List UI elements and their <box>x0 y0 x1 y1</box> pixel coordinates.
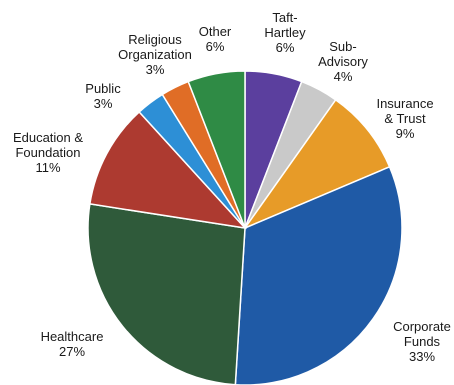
slice-label-healthcare: Healthcare 27% <box>41 329 104 359</box>
pie-slice-other <box>187 70 246 229</box>
slice-label-sub-advisory: Sub-Advisory 4% <box>318 39 368 84</box>
slice-label-religious-organization: Religious Organization 3% <box>118 32 192 77</box>
slice-label-corporate-funds: Corporate Funds 33% <box>393 319 451 364</box>
pie-slice-healthcare <box>87 203 246 385</box>
slice-label-insurance-trust: Insurance & Trust 9% <box>376 96 433 141</box>
slice-label-education-foundation: Education & Foundation 11% <box>13 130 83 175</box>
pie-slices <box>87 70 403 385</box>
pie-labels: Taft-Hartley 6% Sub-Advisory 4%Insurance & T… <box>13 10 451 364</box>
pie-slice-corporate-funds <box>234 165 403 385</box>
slice-label-other: Other 6% <box>199 24 232 54</box>
pie-slice-education-foundation <box>89 110 247 230</box>
slice-label-taft-hartley: Taft-Hartley 6% <box>264 10 306 55</box>
slice-label-public: Public 3% <box>85 81 121 111</box>
pie-slice-insurance-trust <box>242 98 391 230</box>
